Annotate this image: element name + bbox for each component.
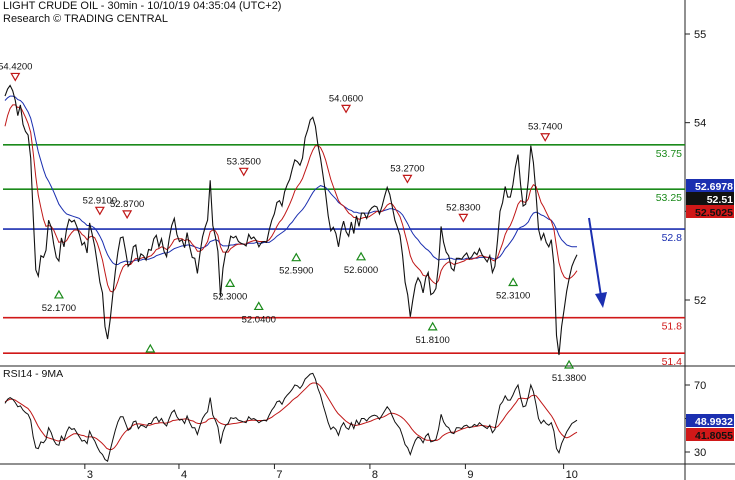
projection-arrow-head [595,292,607,308]
price-series-line [4,84,578,356]
level-label: 52.8 [662,232,683,244]
low-marker [145,343,156,353]
high-label: 53.3500 [227,156,261,167]
low-marker [427,321,438,331]
low-marker [508,277,519,287]
moving-average-line [4,104,578,293]
high-marker [94,206,105,216]
level-label: 53.75 [656,148,682,160]
high-marker [458,213,469,223]
rsi-tag-label: 48.9932 [695,416,733,428]
x-tick-label: 7 [276,469,282,480]
level-label: 51.8 [662,321,683,333]
high-label: 54.0600 [329,93,363,104]
rsi-tag-label: 41.8055 [695,430,733,442]
rsi-y-tick-label: 30 [694,447,706,459]
price-y-tick-label: 52 [694,295,706,307]
rsi-tag-box [686,414,734,427]
low-label: 51.3800 [552,373,586,384]
indicator-title: RSI14 - 9MA [3,368,63,380]
low-label: 52.3100 [496,291,530,302]
high-label: 54.4200 [0,61,32,72]
low-marker [564,359,575,369]
high-marker [238,167,249,177]
rsi-y-tick-label: 70 [694,380,706,392]
x-tick-label: 8 [372,469,378,480]
low-label: 51.8100 [415,335,449,346]
price-tag-label: 52.51 [707,194,733,206]
price-tag-box [686,179,734,192]
low-label: 52.6000 [344,265,378,276]
rsi-tag-box [686,428,734,441]
rsi-line [4,372,578,463]
chart-subtitle: Research © TRADING CENTRAL [3,13,168,25]
level-label: 53.25 [656,192,682,204]
high-label: 52.8700 [110,199,144,210]
price-tag-box [686,205,734,218]
high-marker [122,210,133,220]
x-tick-label: 3 [87,469,93,480]
low-marker [291,252,302,262]
low-marker [53,289,64,299]
price-tag-label: 52.5025 [695,207,733,219]
level-label: 51.4 [662,356,683,368]
price-tag-box [686,192,734,205]
high-marker [402,174,413,184]
high-marker [341,104,352,114]
low-marker [253,301,264,311]
projection-arrow-shaft [588,217,602,297]
low-label: 52.3000 [213,291,247,302]
high-label: 52.9100 [83,195,117,206]
low-label: 52.0400 [242,314,276,325]
low-marker [356,251,367,261]
high-label: 53.7400 [528,122,562,133]
moving-average-line [4,95,577,265]
price-y-tick-label: 55 [694,29,706,41]
rsi-ma-line [4,382,578,450]
high-marker [10,72,21,82]
x-tick-label: 4 [181,469,187,480]
high-marker [540,133,551,142]
x-tick-label: 9 [467,469,473,480]
chart-title: LIGHT CRUDE OIL - 30min - 10/10/19 04:35… [3,0,282,12]
high-label: 52.8300 [446,202,480,213]
low-label: 52.5900 [279,266,313,277]
price-tag-label: 52.6978 [695,181,733,193]
low-label: 52.1700 [42,303,76,314]
price-y-tick-label: 54 [694,118,706,130]
high-label: 53.2700 [390,163,424,174]
x-tick-label: 10 [566,469,578,480]
low-marker [225,278,236,287]
